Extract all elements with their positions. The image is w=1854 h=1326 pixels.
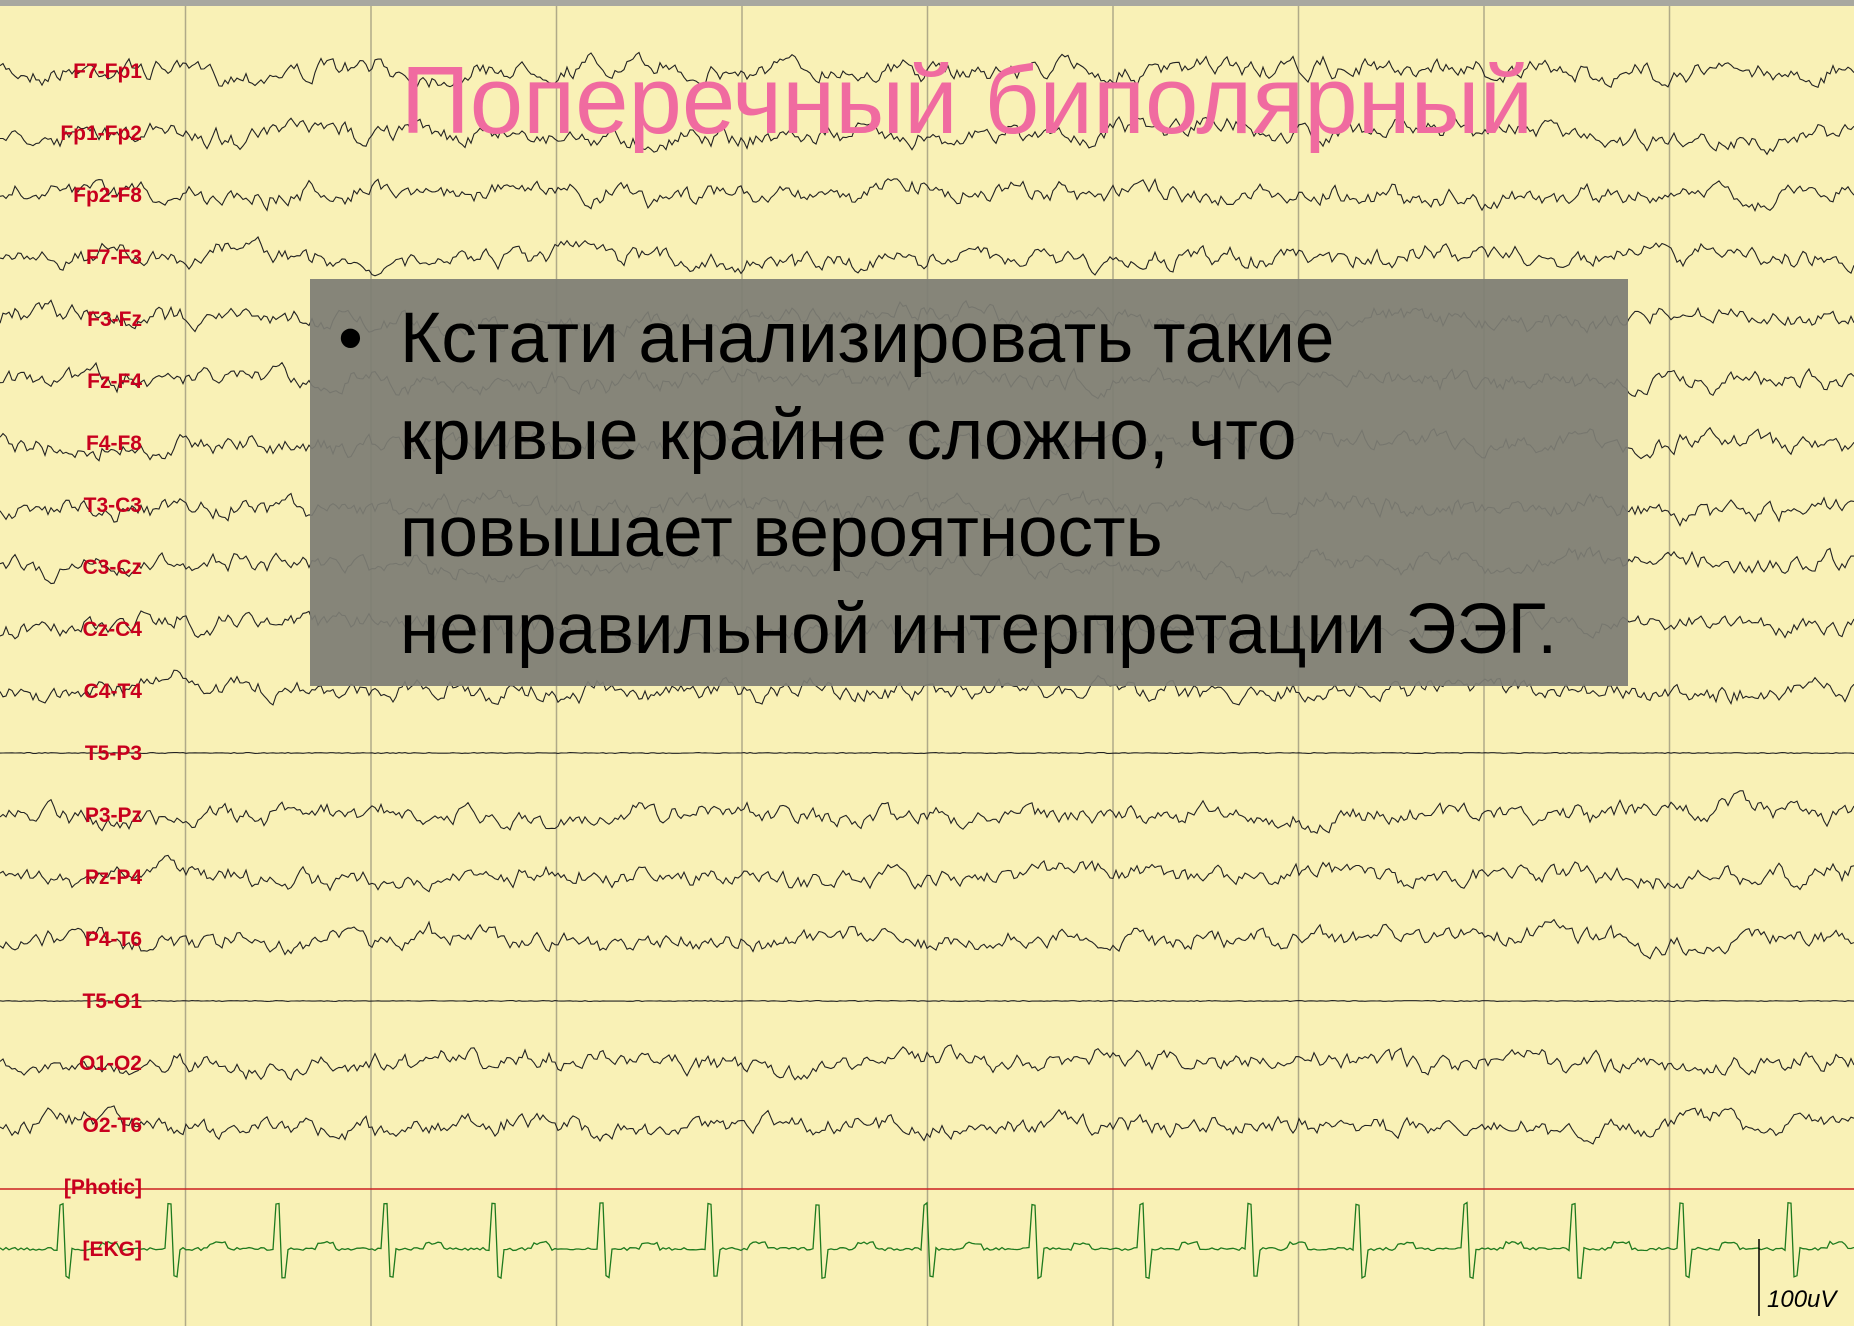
eeg-trace — [0, 1044, 1854, 1081]
eeg-trace — [0, 1000, 1854, 1002]
eeg-trace — [0, 51, 1854, 89]
eeg-trace — [0, 790, 1854, 834]
channel-label: Fp2-F8 — [73, 184, 142, 207]
channel-label: [EKG] — [83, 1238, 143, 1261]
channel-label: Cz-C4 — [82, 618, 142, 641]
bullet-text: Кстати анализировать такие кривые крайне… — [400, 299, 1558, 669]
slide-title: Поперечный биполярный — [400, 47, 1534, 154]
eeg-trace — [0, 752, 1854, 754]
channel-label: T5-P3 — [85, 742, 142, 765]
channel-label: [Photic] — [64, 1176, 142, 1199]
scale-label: 100uV — [1767, 1286, 1837, 1313]
channel-label: C4-T4 — [84, 680, 143, 703]
top-border — [0, 0, 1854, 6]
channel-label: T3-C3 — [84, 494, 142, 517]
text-box — [310, 279, 1628, 686]
channel-label: F7-F3 — [86, 246, 142, 269]
eeg-trace — [0, 854, 1854, 893]
channel-label: O2-T6 — [82, 1114, 142, 1137]
channel-label: O1-O2 — [79, 1052, 142, 1075]
eeg-trace — [0, 236, 1854, 277]
channel-label: T5-O1 — [82, 990, 142, 1013]
channel-label: C3-Cz — [82, 556, 142, 579]
bullet-marker: • — [338, 299, 363, 378]
eeg-trace — [0, 115, 1854, 156]
eeg-trace — [0, 918, 1854, 960]
channel-label: F7-Fp1 — [73, 60, 142, 83]
channel-label: F3-Fz — [87, 308, 142, 331]
channel-label: P4-T6 — [85, 928, 142, 951]
ekg-trace — [0, 1201, 1854, 1280]
channel-label: Fp1-Fp2 — [60, 122, 142, 145]
channel-label: P3-Pz — [85, 804, 142, 827]
eeg-trace — [0, 178, 1854, 212]
channel-label: Fz-F4 — [87, 370, 142, 393]
channel-label: Pz-P4 — [85, 866, 143, 889]
channel-label: F4-F8 — [86, 432, 142, 455]
eeg-trace — [0, 1105, 1854, 1145]
